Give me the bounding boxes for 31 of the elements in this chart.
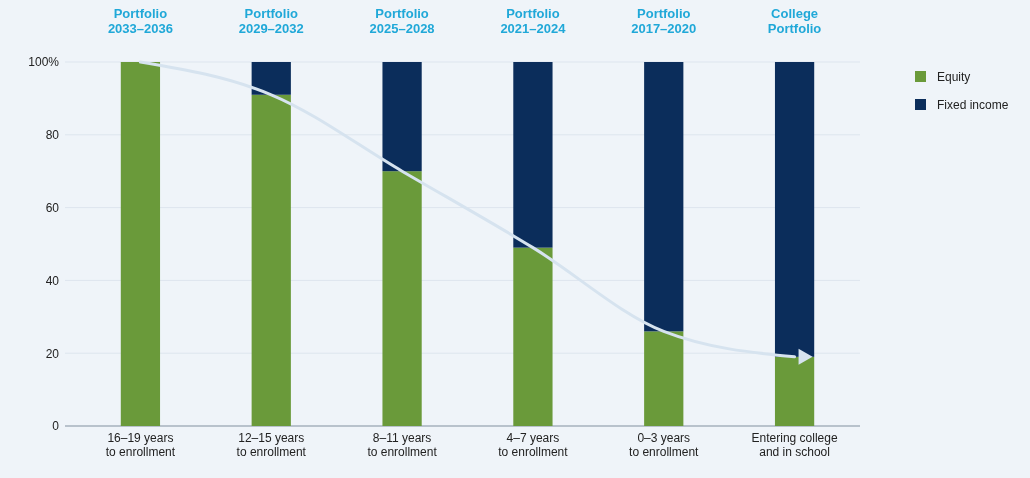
x-tick-label: 4–7 years to enrollment	[498, 431, 569, 459]
bar	[774, 62, 815, 357]
bar	[382, 62, 422, 172]
bar	[251, 62, 291, 95]
text: Portfolio 2025–2028	[369, 6, 435, 36]
legend-label: Fixed income	[937, 98, 1009, 112]
bar	[513, 247, 553, 426]
y-tick-label: 20	[45, 346, 60, 361]
x-tick-label: 12–15 years to enrollment	[236, 431, 307, 459]
bar	[644, 62, 684, 332]
bar	[120, 62, 161, 426]
bar	[513, 62, 553, 248]
legend-label: Equity	[937, 70, 971, 84]
bar	[251, 94, 291, 426]
y-tick-label: 40	[45, 273, 60, 288]
bar	[644, 331, 684, 426]
text: Portfolio 2029–2032	[238, 6, 304, 36]
x-tick-label: 8–11 years to enrollment	[367, 431, 438, 459]
text: Portfolio 2033–2036	[107, 6, 173, 36]
text: Portfolio 2021–2024	[500, 6, 567, 36]
y-tick-label: 0	[52, 419, 60, 434]
y-tick-label: 80	[45, 128, 60, 143]
x-tick-label: 0–3 years to enrollment	[629, 431, 700, 459]
bar	[382, 171, 422, 426]
bar	[774, 356, 815, 426]
text: Portfolio 2017–2020	[631, 6, 697, 36]
text: College Portfolio	[767, 6, 822, 36]
x-tick-label: 16–19 years to enrollment	[105, 431, 176, 459]
x-tick-label: Entering college and in school	[751, 431, 838, 459]
y-tick-label: 100%	[28, 55, 60, 70]
y-tick-label: 60	[45, 200, 60, 215]
